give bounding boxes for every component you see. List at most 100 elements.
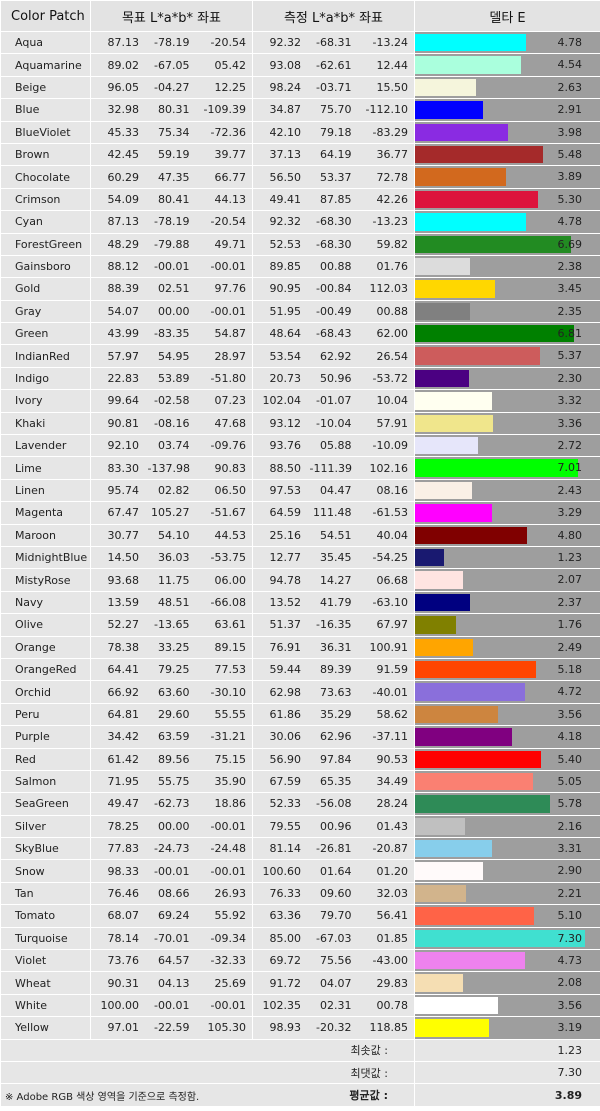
delta-e-cell: 2.07 bbox=[414, 568, 600, 592]
target-lab-cell: 22.83 53.89 -51.80 bbox=[90, 366, 253, 391]
target-l-value: 93.68 bbox=[107, 573, 140, 587]
measured-b-value: 29.83 bbox=[376, 976, 409, 990]
delta-e-bar bbox=[415, 571, 463, 589]
delta-e-value: 6.69 bbox=[557, 237, 583, 251]
measured-l-value: 100.60 bbox=[262, 864, 302, 878]
measured-b-value: 15.50 bbox=[376, 80, 409, 94]
measured-lab-cell: 76.33 09.60 32.03 bbox=[252, 881, 415, 906]
measured-l-value: 63.36 bbox=[269, 909, 302, 923]
table-row: Chocolate 60.29 47.35 66.77 56.50 53.37 72.78 3… bbox=[0, 165, 600, 189]
target-lab-cell: 78.25 00.00 -00.01 bbox=[90, 814, 253, 839]
delta-e-value: 3.98 bbox=[557, 125, 583, 139]
delta-e-bar bbox=[415, 280, 495, 298]
target-a-value: -78.19 bbox=[154, 36, 190, 50]
measured-l-value: 91.72 bbox=[269, 976, 302, 990]
target-b-value: -24.48 bbox=[210, 842, 246, 856]
target-l-value: 66.92 bbox=[107, 685, 140, 699]
measured-b-value: -61.53 bbox=[372, 506, 408, 520]
measured-l-value: 20.73 bbox=[269, 372, 302, 386]
target-l-value: 54.07 bbox=[107, 304, 140, 318]
measured-a-value: -68.43 bbox=[316, 327, 352, 341]
delta-e-bar bbox=[415, 325, 574, 343]
target-b-value: -00.01 bbox=[210, 304, 246, 318]
measured-lab-cell: 92.32 -68.31 -13.24 bbox=[252, 30, 415, 55]
delta-e-cell: 6.69 bbox=[414, 232, 600, 256]
measured-a-value: 62.92 bbox=[320, 349, 352, 363]
delta-e-value: 5.10 bbox=[557, 909, 583, 923]
target-l-value: 52.27 bbox=[107, 618, 140, 632]
delta-e-cell: 2.49 bbox=[414, 635, 600, 659]
table-row: Peru 64.81 29.60 55.55 61.86 35.29 58.62 3.56 bbox=[0, 702, 600, 727]
delta-e-bar bbox=[415, 101, 483, 119]
target-a-value: 00.00 bbox=[158, 304, 190, 318]
target-b-value: -109.39 bbox=[203, 103, 246, 117]
target-lab-cell: 88.12 -00.01 -00.01 bbox=[90, 254, 253, 279]
target-b-value: 89.15 bbox=[214, 640, 247, 654]
table-row: Wheat 90.31 04.13 25.69 91.72 04.07 29.83 2.08 bbox=[0, 971, 600, 995]
patch-name: Silver bbox=[0, 814, 91, 839]
target-lab-cell: 34.42 63.59 -31.21 bbox=[90, 725, 253, 749]
measured-lab-cell: 102.35 02.31 00.78 bbox=[252, 993, 415, 1018]
target-b-value: 49.71 bbox=[214, 237, 247, 251]
delta-e-value: 5.30 bbox=[557, 192, 583, 206]
patch-name: Beige bbox=[0, 75, 91, 100]
table-row: Silver 78.25 00.00 -00.01 79.55 00.96 01.43 2.1… bbox=[0, 814, 600, 839]
target-b-value: 90.83 bbox=[214, 461, 247, 475]
target-a-value: 03.74 bbox=[158, 439, 190, 453]
table-row: Lime 83.30 -137.98 90.83 88.50 -111.39 102.16 7… bbox=[0, 456, 600, 480]
measured-b-value: 32.03 bbox=[376, 887, 409, 901]
delta-e-value: 2.49 bbox=[557, 640, 583, 654]
patch-name: BlueViolet bbox=[0, 120, 91, 144]
measured-a-value: 75.70 bbox=[320, 103, 352, 117]
table-row: Ivory 99.64 -02.58 07.23 102.04 -01.07 10.04 3.… bbox=[0, 389, 600, 413]
measured-lab-cell: 63.36 79.70 56.41 bbox=[252, 904, 415, 928]
patch-name: SkyBlue bbox=[0, 837, 91, 861]
delta-e-bar bbox=[415, 638, 473, 656]
delta-e-value: 2.08 bbox=[557, 976, 583, 990]
delta-e-bar bbox=[415, 78, 476, 97]
patch-name: Peru bbox=[0, 702, 91, 727]
delta-e-cell: 5.05 bbox=[414, 769, 600, 794]
measured-a-value: -67.03 bbox=[316, 931, 352, 945]
measured-lab-cell: 100.60 01.64 01.20 bbox=[252, 859, 415, 883]
target-a-value: -62.73 bbox=[154, 797, 190, 811]
delta-e-value: 4.73 bbox=[557, 954, 583, 968]
target-b-value: 66.77 bbox=[214, 170, 247, 184]
measured-lab-cell: 52.53 -68.30 59.82 bbox=[252, 232, 415, 256]
target-a-value: -00.01 bbox=[154, 260, 190, 274]
measured-l-value: 93.08 bbox=[269, 58, 302, 72]
target-b-value: -32.33 bbox=[210, 954, 246, 968]
delta-e-bar bbox=[415, 168, 506, 186]
target-b-value: -20.54 bbox=[210, 215, 246, 229]
delta-e-value: 7.30 bbox=[557, 931, 583, 945]
patch-name: Gray bbox=[0, 299, 91, 324]
target-a-value: 47.35 bbox=[158, 170, 190, 184]
delta-e-value: 4.18 bbox=[557, 730, 583, 744]
delta-e-cell: 2.08 bbox=[414, 971, 600, 995]
target-a-value: -70.01 bbox=[154, 931, 190, 945]
target-a-value: -78.19 bbox=[154, 215, 190, 229]
delta-e-bar bbox=[415, 302, 470, 321]
target-a-value: 63.59 bbox=[158, 730, 190, 744]
patch-name: Linen bbox=[0, 478, 91, 503]
target-lab-cell: 99.64 -02.58 07.23 bbox=[90, 389, 253, 413]
measured-l-value: 88.50 bbox=[269, 461, 302, 475]
measured-b-value: 72.78 bbox=[376, 170, 409, 184]
delta-e-value: 1.76 bbox=[557, 618, 583, 632]
measured-lab-cell: 90.95 -00.84 112.03 bbox=[252, 277, 415, 301]
measured-l-value: 93.76 bbox=[269, 439, 302, 453]
target-b-value: -20.54 bbox=[210, 36, 246, 50]
measured-b-value: -112.10 bbox=[365, 103, 408, 117]
measured-l-value: 97.53 bbox=[269, 484, 302, 497]
target-l-value: 54.09 bbox=[107, 192, 140, 206]
target-l-value: 96.05 bbox=[107, 80, 140, 94]
patch-name: MistyRose bbox=[0, 568, 91, 592]
measured-b-value: -43.00 bbox=[372, 954, 408, 968]
patch-name: MidnightBlue bbox=[0, 545, 91, 570]
delta-e-value: 7.01 bbox=[557, 461, 583, 475]
measured-b-value: 36.77 bbox=[376, 148, 409, 162]
delta-e-bar bbox=[415, 56, 521, 74]
table-row: Orange 78.38 33.25 89.15 76.91 36.31 100.91 2.4… bbox=[0, 635, 600, 659]
target-l-value: 90.81 bbox=[107, 416, 140, 430]
target-l-value: 100.00 bbox=[100, 998, 140, 1012]
